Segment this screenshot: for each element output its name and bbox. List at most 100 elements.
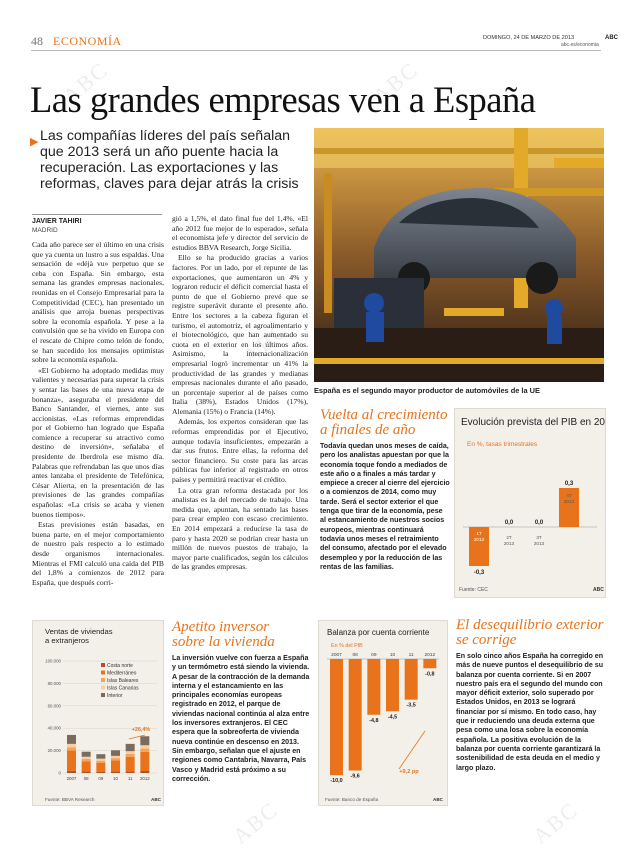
bar-segment	[111, 758, 120, 761]
chart-title: Balanza por cuenta corriente	[327, 628, 430, 637]
tick-label: 2013	[504, 541, 515, 546]
x-tick-label: 11	[128, 776, 133, 781]
bar-segment	[67, 750, 76, 771]
bar-segment	[81, 759, 91, 762]
body-column-1: Cada año parece ser el último en una cri…	[32, 240, 164, 610]
data-label: -3,5	[407, 703, 416, 709]
gdp-chart-svg: Evolución prevista del PIB en 2013 En %,…	[459, 417, 617, 593]
bar-segment	[67, 770, 76, 773]
housing-chart-svg: Ventas de viviendas a extranjeros Fuente…	[45, 627, 162, 802]
bar	[404, 659, 418, 700]
factory-photo	[314, 128, 604, 382]
legend-label: Islas Canarias	[107, 686, 139, 692]
legend-swatch	[101, 678, 105, 682]
bar-segment	[67, 747, 76, 751]
growth-box-title: Vuelta al crecimiento a finales de año	[320, 407, 448, 438]
data-label: 0,0	[535, 520, 544, 526]
bar-segment	[81, 751, 91, 757]
chart-brand: ABC	[433, 797, 444, 802]
growth-box-text: Todavía quedan unos meses de caída, pero…	[320, 442, 450, 571]
chart-brand: ABC	[593, 587, 604, 593]
bar-segment	[81, 756, 91, 759]
bar-segment	[125, 756, 135, 772]
x-tick-label: 2007	[67, 776, 77, 781]
deficit-box-text: En solo cinco años España ha corregido e…	[456, 652, 604, 772]
x-tick-label: 09	[98, 776, 103, 781]
chart-brand: ABC	[151, 797, 162, 802]
bar-segment	[111, 760, 120, 772]
housing-box-text: La inversión vuelve con fuerza a España …	[172, 654, 310, 783]
legend-swatch	[101, 670, 105, 675]
byline-author: JAVIER TAHIRI	[32, 218, 82, 225]
x-tick-label: 09	[371, 652, 377, 658]
x-tick-label: 08	[352, 652, 358, 658]
annotation-arrow	[398, 730, 426, 770]
x-tick-label: 11	[409, 652, 414, 658]
chart-source: Fuente: Banco de España	[325, 797, 379, 802]
legend-label: Costa norte	[107, 663, 133, 669]
tick-label: 1T	[476, 531, 482, 536]
byline-place: MADRID	[32, 227, 58, 234]
chart-source: Fuente: CEC	[459, 587, 488, 593]
header-rule	[31, 50, 601, 51]
housing-box-title: Apetito inversor sobre la vivienda	[172, 619, 275, 650]
data-label: -9,6	[351, 774, 360, 780]
bar-segment	[81, 771, 91, 773]
growth-box: Vuelta al crecimiento a finales de año T…	[320, 408, 450, 598]
y-tick-label: 80.000	[48, 681, 62, 686]
deficit-box: El desequilibrio exterior se corrige En …	[456, 618, 606, 818]
header-date: DOMINGO, 24 DE MARZO DE 2013	[483, 35, 575, 41]
header-brand: ABC	[605, 35, 618, 41]
bar-segment	[140, 748, 150, 752]
y-tick-label: 40.000	[48, 726, 62, 731]
chart-title: Ventas de viviendas a extranjeros	[45, 627, 115, 645]
annotation: +26,4%	[132, 727, 151, 733]
y-tick-label: 100.000	[45, 659, 61, 664]
bar-segment	[125, 743, 135, 752]
paragraph: Cada año parece ser el último en una cri…	[32, 240, 164, 365]
chart-source: Fuente: BBVA Research	[45, 797, 95, 802]
bar	[423, 659, 437, 669]
bar-segment	[125, 771, 135, 773]
bar-segment	[111, 771, 120, 773]
paragraph: «El Gobierno ha adoptado medidas muy val…	[32, 365, 164, 519]
bar-segment	[140, 751, 150, 771]
legend-swatch	[101, 693, 105, 697]
x-tick-label: 08	[84, 776, 89, 781]
tick-label: 3T	[536, 535, 542, 540]
section-name: ECONOMÍA	[53, 34, 122, 48]
byline-rule	[32, 214, 162, 215]
bar-segment	[96, 762, 106, 772]
bar	[330, 659, 343, 776]
housing-box: Apetito inversor sobre la vivienda La in…	[172, 620, 310, 810]
data-label: 0,0	[505, 520, 514, 526]
paragraph: La otra gran reforma destacada por los a…	[172, 485, 308, 572]
chart-title: Evolución prevista del PIB en 2013	[461, 417, 605, 428]
data-label: -10,0	[330, 778, 342, 784]
y-tick-label: 20.000	[48, 748, 62, 753]
legend-swatch	[101, 685, 105, 690]
bar-segment	[96, 771, 106, 773]
bar-segment	[111, 755, 120, 759]
tick-label: 2013	[534, 541, 545, 546]
page-number: 48	[31, 34, 43, 48]
x-tick-label: 10	[390, 652, 396, 658]
legend-label: Islas Baleares	[107, 678, 139, 684]
bar	[559, 488, 579, 527]
tick-label: 2013	[474, 537, 485, 542]
bar-segment	[67, 743, 76, 748]
chart-subtitle: En % del PIB	[331, 643, 363, 649]
photo-caption: España es el segundo mayor productor de …	[314, 386, 540, 395]
bar-segment	[140, 745, 150, 749]
body-column-2: gió a 1,5%, el dato final fue del 1,4%. …	[172, 214, 308, 610]
legend-label: Interior	[107, 693, 123, 699]
legend-swatch	[101, 663, 105, 667]
bar	[469, 527, 489, 566]
paragraph: Estas previsiones están basadas, en buen…	[32, 520, 164, 587]
bar	[367, 659, 381, 715]
y-tick-label: 0	[59, 771, 62, 776]
paragraph: Ello se ha producido gracias a varios fa…	[172, 253, 308, 416]
bar	[386, 659, 399, 712]
gdp-chart: Evolución prevista del PIB en 2013 En %,…	[454, 408, 617, 598]
bar-segment	[125, 751, 135, 754]
